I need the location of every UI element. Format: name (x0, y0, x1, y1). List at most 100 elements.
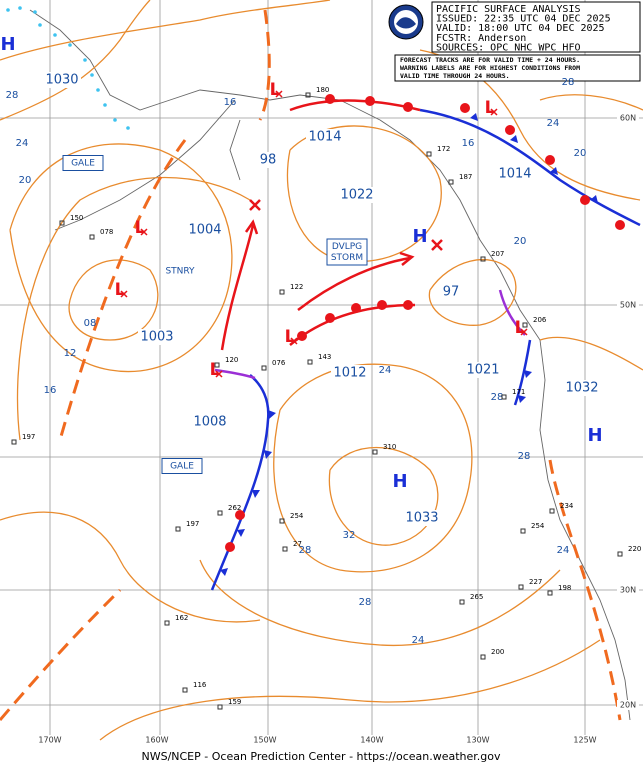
lat-label: 30N (620, 586, 636, 595)
note-line: FORECAST TRACKS ARE FOR VALID TIME + 24 … (400, 56, 580, 64)
lon-label-box (359, 735, 385, 745)
lon-label: 125W (573, 736, 596, 745)
station-marker (182, 687, 188, 693)
station-pressure: 159 (228, 698, 241, 706)
station-pressure: 254 (531, 522, 545, 530)
station-marker (59, 220, 65, 226)
pressure-label: 1003 (140, 330, 173, 345)
station-pressure: 262 (228, 504, 241, 512)
warning-box (62, 155, 104, 171)
pressure-label-box (338, 187, 376, 203)
pressure-label-box (257, 152, 279, 168)
low-center: L (210, 360, 221, 380)
warning-label: STNRY (165, 267, 195, 277)
station-pressure: 143 (318, 353, 331, 361)
station-pressure: 227 (529, 578, 542, 586)
station-marker (459, 599, 465, 605)
station-pressure: 150 (70, 214, 83, 222)
station-marker (307, 359, 313, 365)
station-marker (501, 394, 507, 400)
low-center: L (285, 327, 296, 347)
isobar-label: 32 (343, 530, 356, 541)
station-pressure: 078 (100, 228, 113, 236)
pressure-label: 1030 (45, 73, 78, 88)
station-marker (282, 546, 288, 552)
pressure-label: 1014 (308, 130, 341, 145)
lat-label-box (617, 585, 639, 595)
lat-label-box (617, 300, 639, 310)
pressure-label: 98 (260, 153, 277, 168)
footer-band (0, 745, 643, 768)
station-pressure: 187 (459, 173, 472, 181)
warm-fronts (214, 94, 625, 552)
station-marker (372, 449, 378, 455)
station-pressure: 171 (512, 388, 525, 396)
isobar-label: 24 (412, 635, 425, 646)
troughs (0, 9, 622, 721)
low-center: L (135, 218, 146, 238)
isobar-label: 20 (19, 175, 32, 186)
high-center: H (412, 226, 427, 247)
station-pressure: 207 (491, 250, 504, 258)
pressure-label-box (331, 365, 369, 381)
isobar-label: 28 (299, 545, 312, 556)
station-marker (214, 362, 220, 368)
isobar-label: 28 (518, 451, 531, 462)
pressure-label: 1004 (188, 223, 221, 238)
station-pressure: 116 (193, 681, 207, 689)
station-marker (261, 365, 267, 371)
lon-label: 160W (145, 736, 168, 745)
station-marker (279, 289, 285, 295)
warning-box (161, 458, 203, 474)
isobar-label: 24 (16, 138, 29, 149)
pressure-label-box (440, 284, 462, 300)
station-pressure: 076 (272, 359, 286, 367)
station-pressure: 27 (293, 540, 302, 548)
isobar-label: 20 (514, 236, 527, 247)
ice-edge (6, 6, 130, 130)
header-box (431, 1, 641, 53)
station-pressure: 162 (175, 614, 188, 622)
header-line: ISSUED: 22:35 UTC 04 DEC 2025 (436, 14, 611, 25)
isobar-label: 12 (64, 348, 77, 359)
station-marker (217, 704, 223, 710)
lat-label: 60N (620, 114, 636, 123)
lat-label: 50N (620, 301, 636, 310)
lon-label-box (252, 735, 278, 745)
pressure-label: 1014 (498, 167, 531, 182)
note: FORECAST TRACKS ARE FOR VALID TIME + 24 … (400, 56, 580, 80)
labels: 1030 1014 98 1022 1004 1003 1008 1012 1033 1021 97… (0, 34, 641, 745)
lon-label-box (572, 735, 598, 745)
pressure-label-box (138, 329, 176, 345)
low-center: L (485, 98, 496, 118)
lat-label-box (617, 113, 639, 123)
graticule (0, 0, 643, 745)
station-marker (518, 584, 524, 590)
isobar-label: 24 (379, 365, 392, 376)
note-line: WARNING LABELS ARE FOR HIGHEST CONDITION… (400, 64, 580, 72)
station-pressure: 254 (290, 512, 304, 520)
station-marker (480, 654, 486, 660)
pressure-label-box (306, 129, 344, 145)
isobar-label: 08 (84, 318, 97, 329)
station-marker (11, 439, 17, 445)
station-marker (549, 508, 555, 514)
note-box (394, 54, 641, 82)
station-pressure: 122 (290, 283, 303, 291)
station-pressure: 265 (470, 593, 483, 601)
isobar-label: 20 (574, 148, 587, 159)
warning-label: GALE (71, 159, 95, 169)
pressure-label-box (186, 222, 224, 238)
low-center: L (270, 80, 281, 100)
lon-label: 170W (38, 736, 61, 745)
lon-label-box (144, 735, 170, 745)
pressure-label-box (563, 380, 601, 396)
station-marker (520, 528, 526, 534)
isobar-label: 24 (557, 545, 570, 556)
high-center: H (0, 34, 15, 55)
noaa-logo (388, 4, 424, 40)
lon-label-box (465, 735, 491, 745)
station-pressure: 200 (491, 648, 504, 656)
station-pressure: 197 (186, 520, 199, 528)
pressure-label-box (43, 72, 81, 88)
